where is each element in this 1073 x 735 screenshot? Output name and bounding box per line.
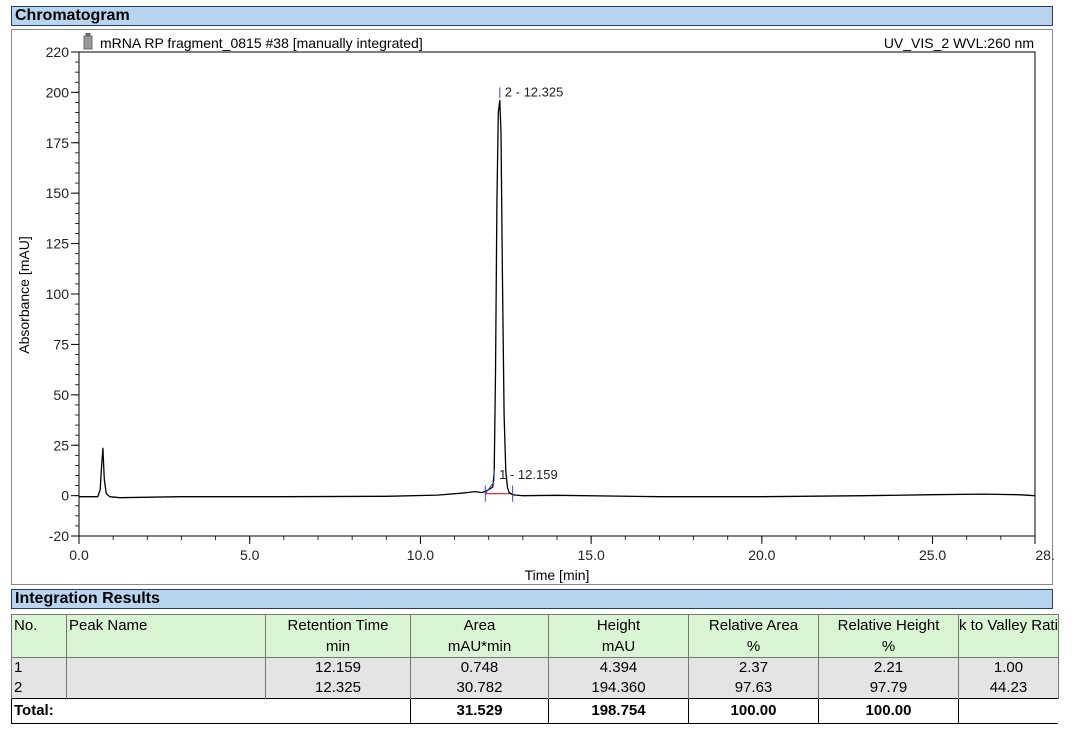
total-label: Total:	[11, 698, 411, 724]
header-peak-name: Peak Name	[66, 614, 266, 658]
y-tick-label: 150	[46, 185, 70, 201]
table-row: 2 12.325 30.782 194.360 97.63 97.79 44.2…	[11, 678, 1059, 699]
x-tick-label: 15.0	[578, 547, 605, 563]
chromatogram-section-header: Chromatogram	[11, 6, 1053, 26]
cell-relative-area: 97.63	[688, 678, 819, 699]
y-tick-label: 175	[46, 135, 70, 151]
total-relative-height: 100.00	[818, 698, 959, 724]
signal-trace	[79, 99, 1036, 499]
y-tick-label: 50	[53, 387, 69, 403]
x-tick-label: 10.0	[407, 547, 434, 563]
cell-no: 1	[11, 657, 67, 678]
total-height: 198.754	[548, 698, 689, 724]
x-tick-label: 28.0	[1035, 547, 1054, 563]
header-retention-time: Retention Time min	[265, 614, 411, 658]
cell-peak-name	[66, 657, 266, 678]
peak-1-marker	[484, 481, 495, 494]
cell-relative-height: 2.21	[818, 657, 959, 678]
cell-retention-time: 12.325	[265, 678, 411, 699]
peak-label: 2 - 12.325	[505, 84, 564, 99]
chart-channel-label: UV_VIS_2 WVL:260 nm	[884, 35, 1034, 51]
cell-height: 194.360	[548, 678, 689, 699]
header-peak-to-valley: k to Valley Rati	[958, 614, 1059, 658]
y-tick-label: 200	[46, 84, 70, 100]
y-tick-label: 125	[46, 236, 70, 252]
total-area: 31.529	[410, 698, 549, 724]
cell-peak-to-valley: 44.23	[958, 678, 1059, 699]
vial-icon	[83, 33, 93, 50]
total-relative-area: 100.00	[688, 698, 819, 724]
header-area: Area mAU*min	[410, 614, 549, 658]
cell-retention-time: 12.159	[265, 657, 411, 678]
chromatogram-chart-frame: mRNA RP fragment_0815 #38 [manually inte…	[11, 29, 1054, 585]
chromatogram-chart: mRNA RP fragment_0815 #38 [manually inte…	[16, 33, 1054, 583]
header-relative-area: Relative Area%	[688, 614, 819, 658]
header-height: Height mAU	[548, 614, 689, 658]
cell-peak-name	[66, 678, 266, 699]
x-axis-label: Time [min]	[525, 567, 590, 583]
chart-title: mRNA RP fragment_0815 #38 [manually inte…	[100, 35, 423, 51]
x-tick-label: 0.0	[69, 547, 89, 563]
plot-border	[78, 51, 1036, 537]
y-tick-label: 75	[53, 336, 69, 352]
cell-relative-height: 97.79	[818, 678, 959, 699]
cell-height: 4.394	[548, 657, 689, 678]
integration-results-section-header: Integration Results	[11, 589, 1053, 609]
y-tick-label: 220	[46, 44, 70, 60]
peak-label: 1 - 12.159	[499, 467, 558, 482]
cell-area: 30.782	[410, 678, 549, 699]
total-empty-cell	[958, 698, 1059, 724]
y-axis-label: Absorbance [mAU]	[16, 236, 32, 354]
y-tick-label: 100	[46, 286, 70, 302]
cell-relative-area: 2.37	[688, 657, 819, 678]
table-row: 1 12.159 0.748 4.394 2.37 2.21 1.00	[11, 657, 1059, 678]
x-tick-label: 25.0	[919, 547, 946, 563]
y-tick-label: 0	[61, 488, 69, 504]
cell-area: 0.748	[410, 657, 549, 678]
table-total-row: Total: 31.529 198.754 100.00 100.00	[11, 698, 1059, 724]
x-tick-label: 20.0	[748, 547, 775, 563]
x-tick-label: 5.0	[240, 547, 260, 563]
integration-results-table: No. Peak Name Retention Time min Area mAU*…	[11, 614, 1059, 724]
y-tick-label: 25	[53, 437, 69, 453]
cell-no: 2	[11, 678, 67, 699]
cell-peak-to-valley: 1.00	[958, 657, 1059, 678]
y-tick-label: -20	[49, 528, 69, 544]
header-no: No.	[11, 614, 67, 658]
table-header-row: No. Peak Name Retention Time min Area mAU*…	[11, 614, 1059, 658]
header-relative-height: Relative Height%	[818, 614, 959, 658]
